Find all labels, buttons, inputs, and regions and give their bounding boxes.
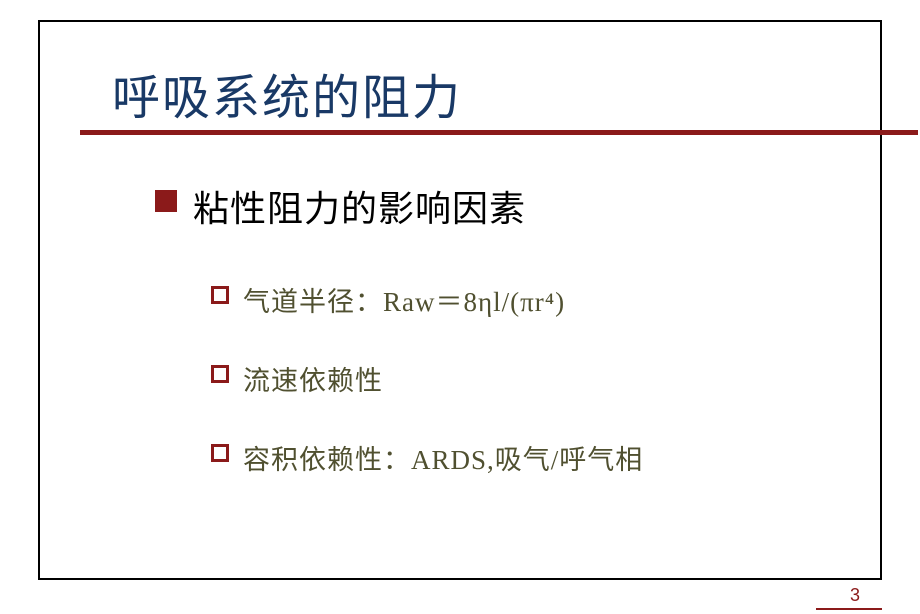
title-wrap: 呼吸系统的阻力 <box>112 58 892 128</box>
sub-list: 气道半径：Raw＝8ηl/(πr⁴) 流速依赖性 容积依赖性：ARDS,吸气/呼… <box>211 280 875 477</box>
sub-bullet-item: 流速依赖性 <box>211 359 875 398</box>
hollow-square-bullet-icon <box>211 365 229 383</box>
content-area: 粘性阻力的影响因素 气道半径：Raw＝8ηl/(πr⁴) 流速依赖性 容积依赖性… <box>155 180 875 517</box>
sub-item-text: 容积依赖性：ARDS,吸气/呼气相 <box>243 438 643 477</box>
sub-bullet-item: 容积依赖性：ARDS,吸气/呼气相 <box>211 438 875 477</box>
hollow-square-bullet-icon <box>211 286 229 304</box>
title-underline <box>80 130 918 135</box>
slide-title: 呼吸系统的阻力 <box>112 58 892 128</box>
slide-frame: 呼吸系统的阻力 粘性阻力的影响因素 气道半径：Raw＝8ηl/(πr⁴) 流速依… <box>38 20 882 580</box>
main-heading-text: 粘性阻力的影响因素 <box>193 180 526 232</box>
page-number: 3 <box>850 585 860 606</box>
main-bullet-item: 粘性阻力的影响因素 <box>155 180 875 232</box>
page-number-underline <box>816 608 882 610</box>
sub-item-text: 气道半径：Raw＝8ηl/(πr⁴) <box>243 280 565 319</box>
sub-bullet-item: 气道半径：Raw＝8ηl/(πr⁴) <box>211 280 875 319</box>
hollow-square-bullet-icon <box>211 444 229 462</box>
sub-item-text: 流速依赖性 <box>243 359 383 398</box>
square-bullet-icon <box>155 190 177 212</box>
